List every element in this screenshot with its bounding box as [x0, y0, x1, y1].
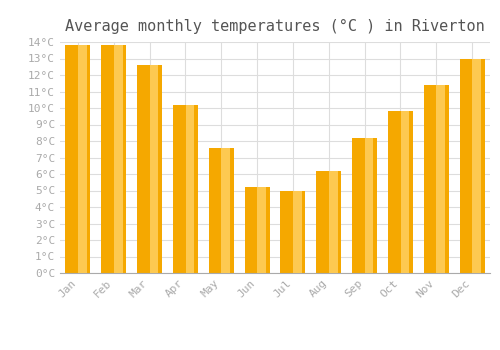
Bar — [388, 111, 413, 273]
Bar — [364, 138, 374, 273]
Bar — [436, 85, 445, 273]
Title: Average monthly temperatures (°C ) in Riverton: Average monthly temperatures (°C ) in Ri… — [65, 19, 485, 34]
Bar — [460, 58, 484, 273]
Bar — [114, 45, 122, 273]
Bar — [208, 148, 234, 273]
Bar — [329, 171, 338, 273]
Bar — [257, 187, 266, 273]
Bar — [222, 148, 230, 273]
Bar — [101, 45, 126, 273]
Bar — [186, 105, 194, 273]
Bar — [293, 190, 302, 273]
Bar — [78, 45, 87, 273]
Bar — [150, 65, 158, 273]
Bar — [173, 105, 198, 273]
Bar — [472, 58, 481, 273]
Bar — [352, 138, 377, 273]
Bar — [316, 171, 342, 273]
Bar — [244, 187, 270, 273]
Bar — [280, 190, 305, 273]
Bar — [137, 65, 162, 273]
Bar — [424, 85, 449, 273]
Bar — [66, 45, 90, 273]
Bar — [400, 111, 409, 273]
